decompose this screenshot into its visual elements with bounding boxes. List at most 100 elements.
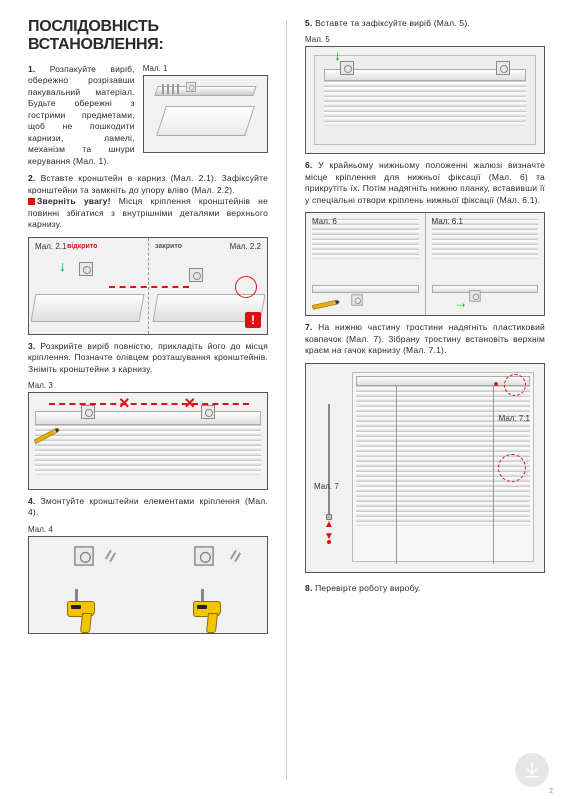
fig5-slats-icon [324, 81, 526, 139]
fig-6-label: Мал. 6 [310, 217, 339, 226]
fig6-clip-icon [351, 295, 362, 306]
fig-3-label: Мал. 3 [28, 381, 268, 390]
fig-71-label: Мал. 7.1 [497, 414, 532, 423]
step-5-body: Вставте та зафіксуйте виріб (Мал. 5). [315, 18, 470, 28]
blind-body-icon [156, 106, 255, 136]
fig-6: Мал. 6 Мал. 6.1 ↓ [305, 212, 545, 316]
step-5-num: 5. [305, 18, 313, 28]
step-2-num: 2. [28, 173, 36, 183]
fig-3: × × [28, 392, 268, 490]
fig4-screws2-icon [230, 550, 241, 562]
tag-closed: закрито [155, 243, 182, 250]
tag-open: відкрито [67, 243, 97, 250]
alert-char: ! [251, 313, 255, 327]
fig-5-wrap: Мал. 5 ↓ [305, 35, 545, 154]
step-3-num: 3. [28, 341, 36, 351]
fig-22-label: Мал. 2.2 [228, 242, 263, 251]
fig61-arrow-icon: ↓ [451, 302, 467, 309]
fig-1 [143, 75, 268, 153]
step-3: 3. Розкрийте виріб повністю, прикладіть … [28, 341, 268, 375]
fig7-cord1-icon [396, 386, 397, 564]
step-2: 2. Вставте кронштейн в карниз (Мал. 2.1)… [28, 173, 268, 230]
step-8: 8. Перевірте роботу виробу. [305, 583, 545, 594]
fig4-bracket1-icon [74, 546, 94, 566]
fig6-slats-icon [312, 219, 419, 285]
fig71-callout1-icon [504, 374, 526, 396]
fig7-wand-icon [328, 404, 330, 514]
detail-circle-icon [235, 276, 257, 298]
step-5: 5. Вставте та зафіксуйте виріб (Мал. 5). [305, 18, 545, 29]
left-column: ПОСЛІДОВНІСТЬ ВСТАНОВЛЕННЯ: 1. Розпакуйт… [28, 18, 268, 789]
step-1-num: 1. [28, 64, 36, 74]
fig3-bracket1-icon [81, 405, 95, 419]
drill-2-icon [185, 601, 225, 634]
arrow-down-icon: ↓ [59, 258, 66, 274]
step-4-body: Змонтуйте кронштейни елементами кріпленн… [28, 496, 268, 517]
step-4: 4. Змонтуйте кронштейни елементами кріпл… [28, 496, 268, 519]
screws-icon [162, 84, 179, 94]
fig-6-right: Мал. 6.1 ↓ [426, 213, 545, 315]
fig-2-wrap: Мал. 2.1 відкрито ↓ закрито Мал. 2.2 ! [28, 237, 268, 335]
step-6: 6. У крайньому нижньому положенні жалюзі… [305, 160, 545, 206]
fig7-assembly-arrows-icon: ▲▼ [324, 522, 334, 540]
fig-7-label: Мал. 7 [312, 482, 341, 491]
fig-6-left: Мал. 6 [306, 213, 426, 315]
fig6-pencil-icon [312, 299, 340, 310]
fig-4 [28, 536, 268, 634]
next-page-arrow-icon [515, 753, 549, 787]
page-title: ПОСЛІДОВНІСТЬ ВСТАНОВЛЕННЯ: [28, 18, 268, 54]
fig-4-wrap: Мал. 4 [28, 525, 268, 634]
fig3-rail-icon [35, 411, 261, 425]
fig7-cord2-icon [493, 386, 494, 564]
warning-icon [28, 198, 35, 205]
fig6-bottomrail-icon [312, 285, 419, 293]
fig3-toprule-icon [49, 403, 249, 405]
step-8-body: Перевірте роботу виробу. [315, 583, 421, 593]
fig71-callout2-icon [498, 454, 526, 482]
drill-1-icon [59, 601, 99, 634]
fig3-bracket2-icon [201, 405, 215, 419]
step-7-body: На нижню частину тростини надягніть плас… [305, 322, 545, 355]
fig-61-label: Мал. 6.1 [430, 217, 465, 226]
fig7-tip-icon [327, 540, 331, 544]
page: ПОСЛІДОВНІСТЬ ВСТАНОВЛЕННЯ: 1. Розпакуйт… [0, 0, 565, 799]
step-2-body: Вставте кронштейн в карниз (Мал. 2.1). З… [28, 173, 268, 194]
fig-1-wrap: Мал. 1 [143, 64, 268, 167]
fig-2-right: закрито Мал. 2.2 ! [148, 238, 267, 334]
rail-left-icon [31, 294, 145, 322]
fig-4-label: Мал. 4 [28, 525, 268, 534]
step-7-num: 7. [305, 322, 313, 332]
fig-1-label: Мал. 1 [143, 64, 268, 73]
step-8-num: 8. [305, 583, 313, 593]
step-2-warn-label: Зверніть увагу! [37, 196, 111, 206]
step-6-body: У крайньому нижньому положенні жалюзі ви… [305, 160, 545, 204]
step-1: 1. Розпакуйте виріб, обережно розрізавши… [28, 64, 268, 167]
bracket-closed-icon [189, 268, 203, 282]
fig5-b1-icon [340, 61, 354, 75]
step-7: 7. На нижню частину тростини надягніть п… [305, 322, 545, 356]
fig-5: ↓ [305, 46, 545, 154]
step-3-body: Розкрийте виріб повністю, прикладіть йог… [28, 341, 268, 374]
fig-6-wrap: Мал. 6 Мал. 6.1 ↓ [305, 212, 545, 316]
fig5-arrow-icon: ↓ [334, 47, 341, 63]
fig-3-wrap: Мал. 3 × × [28, 381, 268, 490]
fig5-b2-icon [496, 61, 510, 75]
fig3-slats-icon [35, 425, 261, 485]
step-4-num: 4. [28, 496, 36, 506]
bracket-open-icon [79, 262, 93, 276]
fig61-bottomrail-icon [432, 285, 539, 293]
fig4-screws1-icon [105, 550, 116, 562]
fig61-clip-icon [469, 291, 480, 302]
step-6-num: 6. [305, 160, 313, 170]
alert-icon: ! [245, 312, 261, 328]
align-dash-icon [109, 286, 189, 288]
fig4-bracket2-icon [194, 546, 214, 566]
fig-5-label: Мал. 5 [305, 35, 545, 44]
step-1-body: Розпакуйте виріб, обережно розрізавши па… [28, 64, 135, 166]
step-1-text: 1. Розпакуйте виріб, обережно розрізавши… [28, 64, 135, 167]
fig-21-label: Мал. 2.1 [33, 242, 68, 251]
column-divider [286, 20, 287, 780]
fig-2: Мал. 2.1 відкрито ↓ закрито Мал. 2.2 ! [28, 237, 268, 335]
fig-7: ▲▼ Мал. 7 Мал. 7.1 [305, 363, 545, 573]
fig71-dot-icon [494, 382, 498, 386]
